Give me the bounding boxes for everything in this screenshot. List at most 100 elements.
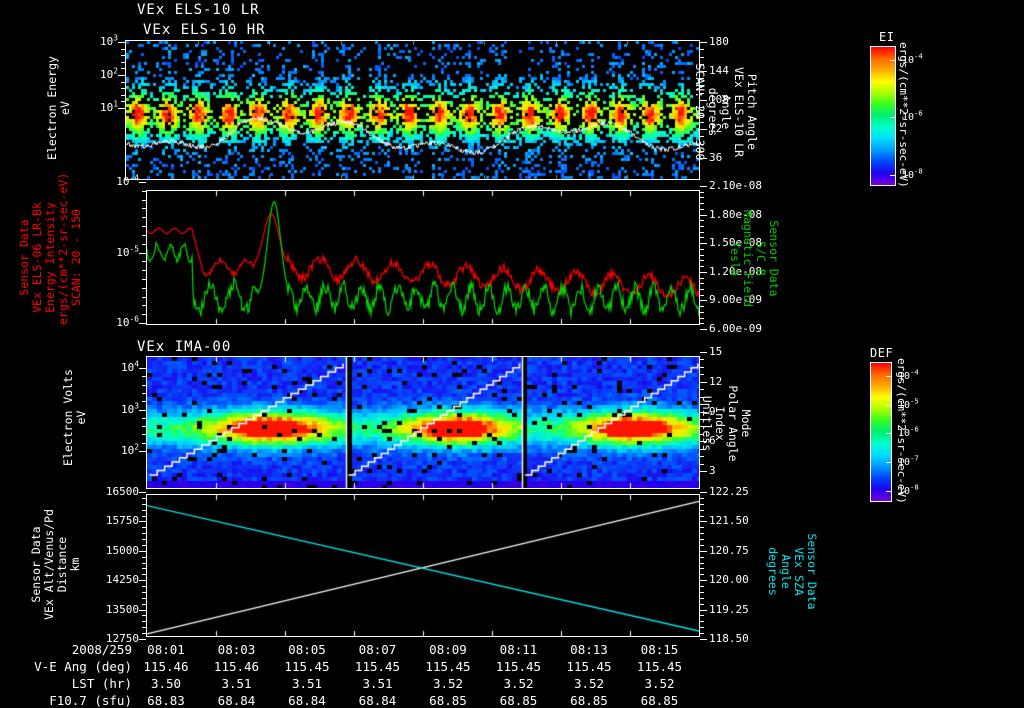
axis-minor-tick (700, 609, 704, 611)
panel3-right-axis-label: Mode Polar Angle Index Unitless (700, 358, 753, 489)
axis-minor-tick (700, 266, 704, 268)
table-cell: 68.84 (217, 693, 256, 708)
axis-label-line: degrees (766, 547, 781, 596)
panel4-right-axis-label: Sensor Data VEx SZA Angle degrees (766, 500, 819, 643)
axis-minor-tick (700, 311, 704, 313)
axis-minor-tick (700, 317, 704, 319)
table-cell: 68.85 (499, 693, 538, 708)
axis-label-line: Magnetic Field (741, 210, 756, 307)
panel4-left-axis-label: Sensor Data VEx Alt/Venus/Pd Distance km (29, 493, 82, 636)
table-cell: 115.45 (354, 659, 401, 674)
axis-tick-mark (139, 451, 146, 452)
axis-minor-tick (700, 197, 704, 199)
table-row-label: V-E Ang (deg) (34, 659, 132, 674)
axis-tick-mark (118, 75, 125, 76)
axis-label-line: Angle (719, 94, 734, 130)
colorbar-def-units: ergs/(cm**2-sr-sec-eV) (895, 358, 908, 504)
axis-label-line: VEx SZA (792, 547, 807, 596)
axis-label-line: Index (713, 406, 728, 441)
axis-label-line: VEx ELS-06 LR-Bk (29, 202, 44, 313)
axis-label-line: Pitch Angle (745, 73, 759, 151)
colorbar-ei-units: ergs/(cm**2-sr-sec-eV) (897, 42, 910, 188)
panel3-plot-area[interactable] (146, 356, 700, 489)
axis-minor-tick (700, 277, 704, 279)
bottom-data-table: 2008/259 V-E Ang (deg) LST (hr) F10.7 (sfu)… (0, 640, 1024, 708)
table-cell: 3.52 (573, 676, 605, 691)
axis-minor-tick (700, 562, 704, 564)
axis-tick-mark (139, 580, 146, 582)
axis-minor-tick (700, 509, 704, 511)
axis-label-line: S/C B (754, 241, 769, 276)
axis-tick-mark (139, 252, 146, 254)
colorbar-tick-label: 10-8 (898, 482, 919, 497)
colorbar-tick-label: 10-4 (902, 51, 923, 66)
axis-tick-mark (118, 42, 125, 43)
panel1-plot-area[interactable] (125, 40, 700, 180)
colorbar-def-gradient (870, 362, 892, 502)
axis-minor-tick (700, 503, 704, 505)
colorbar-tick-mark (886, 490, 892, 492)
axis-tick-label: 104 (120, 359, 139, 374)
axis-label-line: Angle (779, 554, 794, 589)
panel1-right-axis-label: Pitch Angle VEx ELS-10 LR Angle degrees SCAN… (694, 42, 760, 182)
table-cell: 3.51 (221, 676, 252, 691)
axis-minor-tick (700, 574, 704, 576)
axis-tick-mark (700, 186, 707, 187)
axis-tick-mark (700, 580, 707, 582)
axis-tick-mark (700, 352, 707, 353)
table-cell: 68.85 (570, 693, 608, 708)
axis-minor-tick (700, 271, 704, 273)
colorbar-tick-mark (890, 60, 896, 61)
axis-minor-tick (700, 323, 704, 325)
table-cell: 68.84 (288, 693, 326, 708)
panel3-left-axis-label: Electron Volts eV (61, 355, 88, 480)
table-cell: 115.45 (425, 659, 471, 674)
colorbar-tick-mark (890, 174, 896, 176)
table-cell: 08:07 (358, 642, 397, 657)
table-cell: 08:11 (499, 642, 538, 657)
table-cell: 115.45 (566, 659, 612, 674)
axis-minor-tick (700, 621, 704, 623)
axis-label-line: Sensor Data (29, 526, 43, 603)
colorbar-def-label: DEF (870, 346, 894, 360)
axis-minor-tick (700, 283, 704, 285)
axis-tick-mark (139, 550, 146, 552)
axis-minor-tick (700, 597, 704, 599)
table-cell: 115.45 (636, 659, 683, 674)
table-cell: 115.46 (213, 659, 260, 674)
axis-tick-label: 103 (99, 33, 118, 48)
axis-tick-label: 119.25 (709, 602, 749, 616)
axis-label-line: Distance (54, 536, 69, 593)
table-cell: 3.52 (644, 676, 675, 691)
axis-minor-tick (700, 220, 704, 222)
axis-minor-tick (700, 539, 704, 541)
axis-minor-tick (700, 243, 704, 245)
axis-label-line: Energy Intensity (42, 202, 57, 313)
colorbar-tick-mark (886, 376, 892, 377)
axis-tick-label: 15000 (105, 543, 139, 557)
axis-tick-label: 102 (120, 442, 139, 457)
axis-label-line: VEx ELS-10 LR (732, 66, 747, 157)
axis-tick-mark (139, 323, 146, 324)
axis-tick-mark (700, 300, 707, 302)
panel1-title-lr: VEx ELS-10 LR (137, 2, 260, 18)
axis-minor-tick (700, 627, 704, 629)
axis-label-line: SCAN: 20 - 150 (68, 209, 83, 306)
colorbar-tick-label: 10-8 (902, 166, 923, 181)
axis-tick-mark (700, 521, 707, 523)
axis-tick-label: 101 (99, 99, 118, 114)
panel4-plot-area[interactable] (146, 494, 700, 637)
axis-minor-tick (700, 191, 704, 193)
axis-minor-tick (700, 550, 704, 552)
panel2-plot-area[interactable] (146, 190, 700, 325)
axis-tick-label: 102 (99, 66, 118, 81)
axis-minor-tick (700, 521, 704, 523)
colorbar-tick-mark (886, 433, 892, 435)
axis-tick-mark (700, 550, 707, 552)
colorbar-tick-label: 10-5 (898, 396, 919, 411)
axis-minor-tick (700, 208, 704, 210)
axis-tick-mark (700, 214, 707, 216)
axis-tick-label: 15750 (105, 514, 139, 528)
table-cell: 08:01 (147, 642, 185, 657)
